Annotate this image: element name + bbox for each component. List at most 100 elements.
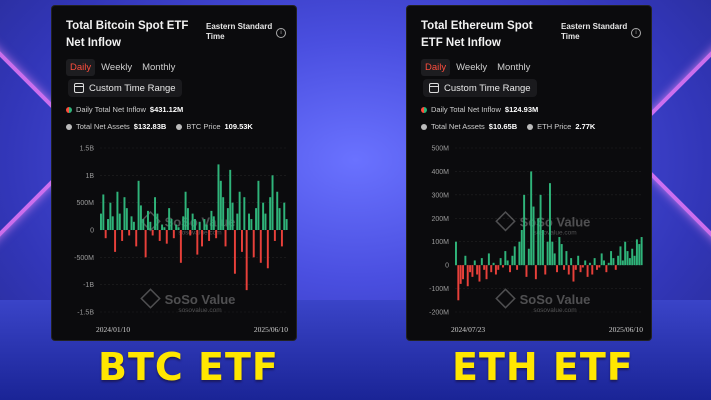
bar — [175, 224, 178, 230]
custom-time-range-label: Custom Time Range — [89, 82, 176, 94]
watermark-subtext: sosovalue.com — [533, 230, 576, 237]
y-tick-label: 0 — [445, 263, 449, 270]
tab-daily[interactable]: Daily — [421, 59, 451, 76]
legend-daily: Daily Total Net Inflow $124.93M — [421, 105, 544, 114]
bar — [252, 230, 255, 258]
tab-monthly[interactable]: Monthly — [142, 62, 176, 73]
tab-daily[interactable]: Daily — [66, 59, 96, 76]
bar — [558, 237, 561, 266]
bar — [476, 265, 479, 275]
bar — [241, 230, 243, 252]
bar — [605, 265, 608, 273]
period-tabs: Daily Weekly Monthly — [66, 59, 179, 76]
x-end-label: 2025/06/10 — [609, 325, 643, 334]
eth-inflow-chart[interactable]: 500M 400M 300M 200M 100M 0 -100M -200M SoSo Valu… — [407, 134, 651, 340]
bar — [570, 258, 573, 266]
y-tick-label: -1B — [83, 282, 94, 289]
timezone-label[interactable]: Eastern Standard Time — [206, 22, 273, 41]
y-tick-label: -100M — [429, 286, 449, 293]
bar — [518, 241, 521, 266]
bar — [280, 230, 283, 247]
bar — [464, 255, 467, 266]
bar — [243, 197, 246, 230]
bar — [132, 221, 135, 230]
bar — [640, 237, 643, 266]
custom-time-range-button[interactable]: Custom Time Range — [68, 79, 182, 97]
bar — [111, 216, 114, 230]
bar — [553, 253, 556, 266]
y-tick-label: -500M — [74, 255, 94, 262]
bar — [139, 205, 142, 230]
bar — [161, 224, 164, 230]
bar — [504, 251, 507, 266]
bar — [537, 218, 540, 266]
tab-weekly[interactable]: Weekly — [101, 62, 133, 73]
tab-weekly[interactable]: Weekly — [456, 62, 488, 73]
bar — [208, 230, 211, 241]
bar — [123, 197, 126, 230]
bar — [619, 246, 622, 266]
info-icon[interactable]: i — [276, 28, 286, 38]
y-tick-label: -1.5B — [77, 310, 94, 317]
bar — [497, 265, 500, 270]
bar — [255, 208, 258, 230]
bar — [191, 213, 194, 230]
bar — [222, 197, 225, 230]
watermark-text: SoSo Value — [520, 292, 591, 307]
bar — [603, 260, 605, 266]
inflow-dot-icon — [421, 106, 427, 113]
bar — [210, 210, 213, 230]
bar — [556, 265, 558, 273]
bar — [546, 241, 549, 266]
eth-etf-panel: Total Ethereum Spot ETF Net Inflow Easte… — [407, 6, 651, 340]
bar — [109, 202, 112, 230]
eth-etf-caption: ETH ETF — [452, 345, 634, 389]
assets-dot-icon — [421, 123, 427, 130]
bar — [600, 253, 603, 266]
bar — [593, 258, 596, 266]
bar — [273, 230, 276, 241]
bar — [567, 265, 570, 275]
y-tick-label: 0 — [90, 228, 94, 235]
bar — [163, 227, 166, 230]
y-tick-label: 200M — [431, 216, 449, 223]
bar — [182, 216, 185, 230]
bar — [577, 255, 580, 266]
bar — [189, 230, 192, 236]
bar — [102, 194, 105, 230]
tab-monthly[interactable]: Monthly — [497, 62, 531, 73]
bar — [574, 265, 577, 270]
calendar-icon — [429, 83, 439, 93]
bar — [457, 265, 460, 301]
bar — [144, 230, 147, 258]
bar — [177, 227, 180, 230]
custom-time-range-label: Custom Time Range — [444, 82, 531, 94]
y-tick-label: 500M — [431, 146, 449, 153]
timezone-label[interactable]: Eastern Standard Time — [561, 22, 628, 41]
bar — [581, 265, 584, 268]
assets-dot-icon — [66, 123, 72, 130]
watermark-subtext: sosovalue.com — [178, 230, 221, 237]
y-tick-label: 300M — [431, 192, 449, 199]
custom-time-range-button[interactable]: Custom Time Range — [423, 79, 537, 97]
bar — [624, 241, 627, 266]
bar — [226, 208, 229, 230]
bar — [596, 265, 598, 270]
bar — [229, 169, 232, 230]
legend-price-label: ETH Price — [537, 122, 572, 131]
bar — [248, 213, 250, 230]
bar — [563, 265, 566, 270]
legend-price-value: 109.53K — [224, 122, 253, 131]
bar — [250, 219, 253, 230]
bar — [203, 219, 206, 230]
info-icon[interactable]: i — [631, 28, 641, 38]
bar — [196, 230, 199, 255]
legend-daily-value: $431.12M — [149, 105, 184, 114]
bar — [478, 265, 481, 282]
bar — [469, 265, 472, 273]
panel-title: Total Bitcoin Spot ETF Net Inflow — [66, 20, 189, 49]
bar — [186, 208, 189, 230]
legend-price-label: BTC Price — [186, 122, 221, 131]
